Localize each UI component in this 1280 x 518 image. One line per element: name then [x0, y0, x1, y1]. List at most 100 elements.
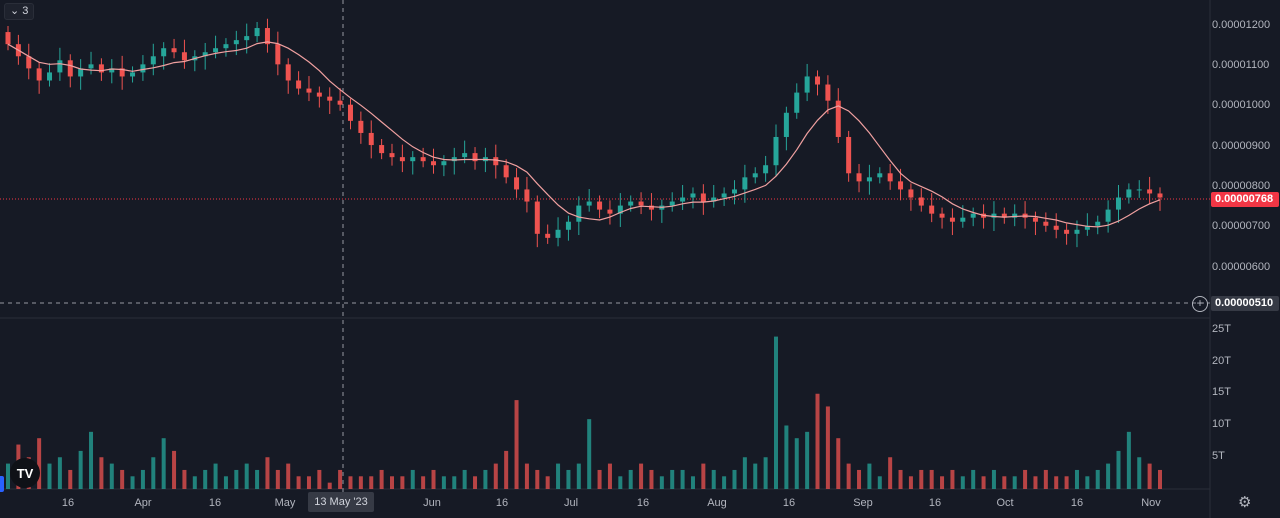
volume-bar: [296, 476, 301, 489]
volume-bar: [400, 476, 405, 489]
volume-bar: [1043, 469, 1048, 489]
volume-bar: [1158, 469, 1162, 489]
candle-body: [866, 177, 872, 182]
volume-bar: [327, 482, 332, 489]
volume-bar: [514, 400, 519, 489]
volume-bar: [130, 476, 135, 489]
time-tick: 16: [61, 497, 75, 509]
volume-bar: [1106, 463, 1111, 489]
volume-bar: [462, 469, 467, 489]
candle-body: [119, 68, 125, 77]
indicator-toggle[interactable]: ⌄ 3: [4, 3, 35, 20]
volume-bar: [192, 476, 197, 489]
candle-body: [545, 233, 551, 238]
candle-body: [565, 221, 571, 230]
volume-bar: [213, 463, 218, 489]
candle-body: [949, 217, 955, 222]
volume-tick: 25T: [1212, 323, 1231, 335]
volume-bar: [223, 476, 228, 489]
candle-body: [78, 68, 84, 77]
add-alert-button[interactable]: +: [1192, 296, 1208, 312]
candle-body: [399, 157, 405, 162]
volume-bar: [545, 476, 550, 489]
tradingview-logo-icon[interactable]: TV: [10, 458, 40, 488]
volume-tick: 5T: [1212, 450, 1225, 462]
candle-body: [586, 201, 592, 206]
volume-bar: [410, 469, 415, 489]
volume-bar: [587, 419, 592, 489]
volume-bar: [929, 469, 934, 489]
candle-body: [254, 28, 260, 37]
volume-bar: [825, 406, 830, 489]
candle-body: [213, 48, 219, 53]
candle-body: [223, 44, 229, 49]
candle-body: [1043, 221, 1049, 226]
volume-bar: [172, 450, 177, 489]
candle-body: [825, 84, 831, 101]
candle-body: [1147, 189, 1153, 194]
candle-body: [628, 201, 634, 206]
volume-bar: [784, 425, 789, 489]
candle-body: [1105, 209, 1111, 222]
volume-bar: [971, 469, 976, 489]
candle-body: [202, 52, 208, 57]
current-price-tag: 0.00000768: [1211, 192, 1279, 207]
candle-body: [275, 44, 281, 65]
volume-bar: [1147, 463, 1152, 489]
volume-bar: [379, 469, 384, 489]
candle-body: [316, 92, 322, 97]
panel-handle[interactable]: [0, 476, 4, 492]
volume-bar: [908, 476, 913, 489]
candle-body: [1136, 189, 1142, 191]
volume-bar: [120, 469, 125, 489]
volume-bar: [898, 469, 903, 489]
candle-body: [742, 177, 748, 190]
candle-body: [960, 217, 966, 222]
volume-bar: [286, 463, 291, 489]
candle-body: [680, 197, 686, 202]
volume-bar: [369, 476, 374, 489]
candle-body: [576, 205, 582, 222]
candle-body: [244, 36, 250, 41]
volume-bar: [1085, 476, 1090, 489]
time-tick: 16: [495, 497, 509, 509]
gear-icon[interactable]: ⚙: [1238, 494, 1252, 511]
volume-bar: [722, 476, 727, 489]
volume-tick: 20T: [1212, 355, 1231, 367]
candle-body: [514, 177, 520, 190]
volume-bar: [732, 469, 737, 489]
candle-body: [763, 165, 769, 174]
volume-bar: [680, 469, 685, 489]
volume-tick: 10T: [1212, 418, 1231, 430]
volume-bar: [203, 469, 208, 489]
price-tick: 0.00001000: [1212, 99, 1271, 111]
volume-bar: [452, 476, 457, 489]
volume-bar: [981, 476, 986, 489]
candle-body: [887, 173, 893, 182]
volume-bar: [6, 463, 10, 489]
candle-body: [358, 120, 364, 133]
volume-bar: [473, 476, 478, 489]
price-tick: 0.00000600: [1212, 261, 1271, 273]
candle-body: [534, 201, 540, 234]
candle-body: [327, 96, 333, 101]
candle-body: [161, 48, 167, 57]
candle-body: [462, 153, 468, 158]
time-tick: 16: [928, 497, 942, 509]
time-tick: 16: [208, 497, 222, 509]
candle-body: [856, 173, 862, 182]
candle-body: [420, 157, 426, 162]
candle-body: [130, 72, 136, 77]
candle-body: [1115, 197, 1121, 210]
volume-bar: [244, 463, 249, 489]
candle-body: [711, 197, 717, 202]
volume-bar: [1054, 476, 1059, 489]
candle-body: [493, 157, 499, 166]
candle-body: [47, 72, 53, 81]
volume-bar: [47, 463, 52, 489]
candle-body: [731, 189, 737, 194]
volume-bar: [857, 469, 862, 489]
volume-bar: [1002, 476, 1007, 489]
candle-body: [171, 48, 177, 53]
